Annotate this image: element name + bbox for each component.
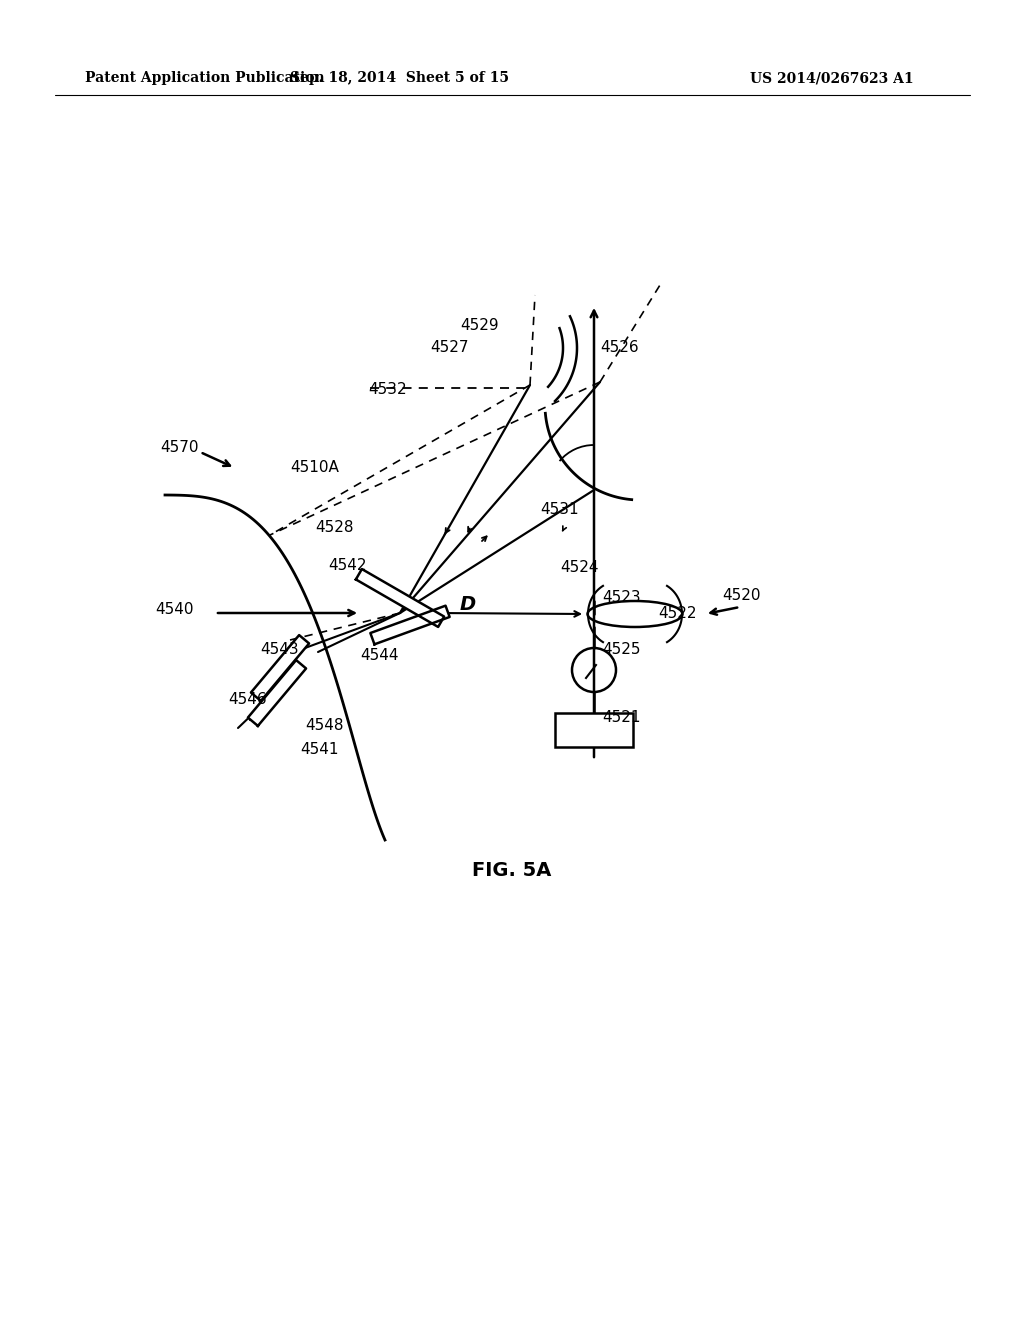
Text: Sep. 18, 2014  Sheet 5 of 15: Sep. 18, 2014 Sheet 5 of 15 [291, 71, 510, 84]
Text: 4548: 4548 [305, 718, 343, 733]
Text: 4532: 4532 [368, 383, 407, 397]
Text: 4531: 4531 [540, 503, 579, 517]
Polygon shape [248, 660, 306, 726]
Text: 4522: 4522 [658, 606, 696, 622]
Polygon shape [251, 635, 309, 701]
Text: 4526: 4526 [600, 341, 639, 355]
Text: 4527: 4527 [430, 341, 469, 355]
Text: 4510A: 4510A [290, 461, 339, 475]
Text: 4541: 4541 [300, 742, 339, 758]
Bar [555, 713, 633, 747]
Text: 4524: 4524 [560, 561, 598, 576]
Text: 4544: 4544 [360, 648, 398, 663]
Text: 4528: 4528 [315, 520, 353, 536]
Text: D: D [460, 595, 476, 615]
Text: 4523: 4523 [602, 590, 641, 605]
Polygon shape [356, 569, 444, 627]
Text: 4543: 4543 [260, 643, 299, 657]
Text: 4520: 4520 [722, 587, 761, 602]
Text: US 2014/0267623 A1: US 2014/0267623 A1 [750, 71, 913, 84]
Text: 4546: 4546 [228, 693, 266, 708]
Text: 4570: 4570 [160, 441, 199, 455]
Text: 4525: 4525 [602, 643, 640, 657]
Text: Patent Application Publication: Patent Application Publication [85, 71, 325, 84]
Text: 4529: 4529 [460, 318, 499, 333]
Text: 4540: 4540 [155, 602, 194, 618]
Polygon shape [371, 606, 450, 644]
Text: 4521: 4521 [602, 710, 640, 726]
Text: FIG. 5A: FIG. 5A [472, 861, 552, 879]
Text: 4542: 4542 [328, 557, 367, 573]
